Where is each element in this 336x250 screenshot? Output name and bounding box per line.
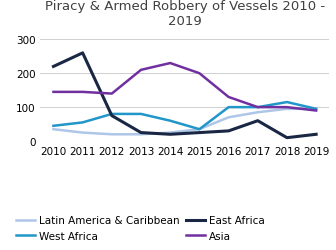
Asia [81,91,85,94]
Latin America & Caribbean [256,111,260,114]
Latin America & Caribbean [285,108,289,111]
Latin America & Caribbean [226,116,230,119]
Asia [168,62,172,65]
West Africa [81,122,85,124]
West Africa [139,113,143,116]
Asia [110,93,114,96]
Asia [285,106,289,109]
East Africa [226,130,230,133]
Latin America & Caribbean [168,132,172,134]
East Africa [168,133,172,136]
Line: West Africa: West Africa [53,103,316,130]
West Africa [51,125,55,128]
East Africa [81,52,85,55]
Asia [226,96,230,99]
Latin America & Caribbean [314,108,318,111]
West Africa [110,113,114,116]
East Africa [314,133,318,136]
Latin America & Caribbean [110,133,114,136]
West Africa [168,120,172,123]
Asia [51,91,55,94]
Line: Asia: Asia [53,64,316,111]
East Africa [256,120,260,123]
West Africa [285,101,289,104]
West Africa [226,106,230,109]
Latin America & Caribbean [139,133,143,136]
East Africa [110,115,114,118]
East Africa [51,66,55,69]
West Africa [256,106,260,109]
Asia [256,106,260,109]
Latin America & Caribbean [81,132,85,134]
Asia [197,72,201,76]
Line: East Africa: East Africa [53,54,316,138]
East Africa [139,132,143,134]
West Africa [197,128,201,131]
West Africa [314,108,318,111]
East Africa [285,136,289,140]
Latin America & Caribbean [197,128,201,131]
Latin America & Caribbean [51,128,55,131]
Legend: Latin America & Caribbean, West Africa, East Africa, Asia: Latin America & Caribbean, West Africa, … [12,212,269,245]
Line: Latin America & Caribbean: Latin America & Caribbean [53,110,316,135]
Title: Piracy & Armed Robbery of Vessels 2010 -
2019: Piracy & Armed Robbery of Vessels 2010 -… [45,0,325,28]
East Africa [197,132,201,134]
Asia [139,69,143,72]
Asia [314,110,318,112]
